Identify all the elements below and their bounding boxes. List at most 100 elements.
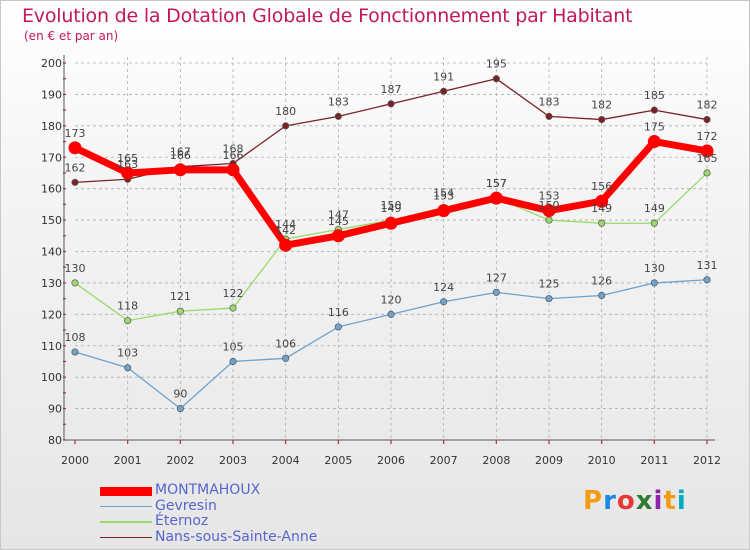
data-label: 166 [223, 149, 244, 162]
data-point [598, 116, 606, 124]
y-tick-label: 150 [41, 214, 62, 227]
data-label: 142 [275, 224, 296, 237]
legend-swatch [100, 521, 152, 523]
legend-swatch [100, 486, 152, 496]
y-tick-label: 100 [41, 371, 62, 384]
data-label: 131 [697, 259, 718, 272]
y-tick-label: 160 [41, 183, 62, 196]
data-label: 150 [381, 199, 402, 212]
data-label: 182 [591, 99, 612, 112]
y-tick-label: 80 [48, 434, 62, 447]
data-point [545, 216, 553, 224]
data-label: 154 [433, 187, 454, 200]
data-label: 130 [65, 262, 86, 275]
legend-label: Gevresin [155, 497, 217, 514]
data-point [492, 288, 500, 296]
x-tick-label: 2005 [324, 454, 352, 467]
data-label: 130 [644, 262, 665, 275]
data-point [331, 229, 345, 243]
data-label: 90 [173, 388, 187, 401]
data-point [492, 75, 500, 83]
y-tick-label: 130 [41, 277, 62, 290]
data-point [71, 279, 79, 287]
data-point [647, 135, 661, 149]
data-label: 150 [539, 199, 560, 212]
data-point [440, 87, 448, 95]
data-label: 125 [539, 278, 560, 291]
y-tick-label: 200 [41, 57, 62, 70]
data-point [282, 354, 290, 362]
data-point [71, 178, 79, 186]
data-label: 187 [381, 83, 402, 96]
data-point [176, 307, 184, 315]
x-tick-label: 2009 [535, 454, 563, 467]
y-tick-label: 110 [41, 340, 62, 353]
data-label: 149 [591, 202, 612, 215]
logo-letter: r [603, 486, 617, 516]
x-tick-label: 2001 [114, 454, 142, 467]
logo-letter: P [583, 486, 604, 516]
data-label: 157 [486, 177, 507, 190]
data-label: 149 [381, 202, 402, 215]
y-tick-label: 120 [41, 308, 62, 321]
data-point [279, 238, 293, 252]
data-point [334, 323, 342, 331]
data-label: 153 [539, 190, 560, 203]
data-label: 156 [591, 180, 612, 193]
data-point [384, 216, 398, 230]
data-label: 185 [644, 89, 665, 102]
grid [75, 57, 708, 440]
data-point [650, 106, 658, 114]
data-labels: 162 163 167 168 180 183 187 191 195 183 182 185 182 1… [65, 58, 718, 401]
chart-subtitle: (en € et par an) [24, 29, 119, 43]
data-point [489, 191, 503, 205]
data-point [282, 122, 290, 130]
data-label: 118 [117, 300, 138, 313]
x-tick-label: 2008 [482, 454, 510, 467]
data-label: 116 [328, 306, 349, 319]
y-tick-label: 170 [41, 151, 62, 164]
data-label: 103 [117, 347, 138, 360]
x-tick-label: 2000 [61, 454, 89, 467]
y-tick-label: 140 [41, 246, 62, 259]
chart-title: Evolution de la Dotation Globale de Fonc… [22, 5, 633, 27]
data-label: 124 [433, 281, 454, 294]
data-label: 106 [275, 337, 296, 350]
data-label: 147 [328, 209, 349, 222]
data-label: 126 [591, 274, 612, 287]
data-label: 173 [65, 127, 86, 140]
logo-letter: x [635, 486, 654, 516]
series-lines [68, 75, 714, 413]
legend-swatch [100, 536, 152, 539]
x-tick-label: 2002 [166, 454, 194, 467]
data-label: 144 [275, 218, 296, 231]
data-label: 105 [223, 340, 244, 353]
x-tick-label: 2006 [377, 454, 405, 467]
x-tick-label: 2010 [588, 454, 616, 467]
data-point [650, 279, 658, 287]
data-point [650, 219, 658, 227]
y-tick-label: 190 [41, 88, 62, 101]
data-label: 108 [65, 331, 86, 344]
data-point [703, 276, 711, 284]
axes: 8090100110120130140150160170180190200200… [41, 55, 721, 467]
data-point [542, 204, 556, 218]
data-label: 165 [697, 152, 718, 165]
data-point [545, 112, 553, 120]
data-label: 183 [539, 95, 560, 108]
legend-label: Éternoz [155, 513, 209, 529]
y-tick-label: 180 [41, 120, 62, 133]
y-tick-label: 90 [48, 403, 62, 416]
legend-label: Nans-sous-Sainte-Anne [155, 528, 318, 545]
data-label: 166 [170, 149, 191, 162]
data-point [334, 112, 342, 120]
data-label: 145 [328, 215, 349, 228]
data-point [598, 291, 606, 300]
x-tick-label: 2007 [430, 454, 458, 467]
data-point [703, 169, 711, 177]
x-tick-label: 2011 [640, 454, 668, 467]
data-point [545, 295, 553, 303]
data-label: 167 [170, 146, 191, 159]
